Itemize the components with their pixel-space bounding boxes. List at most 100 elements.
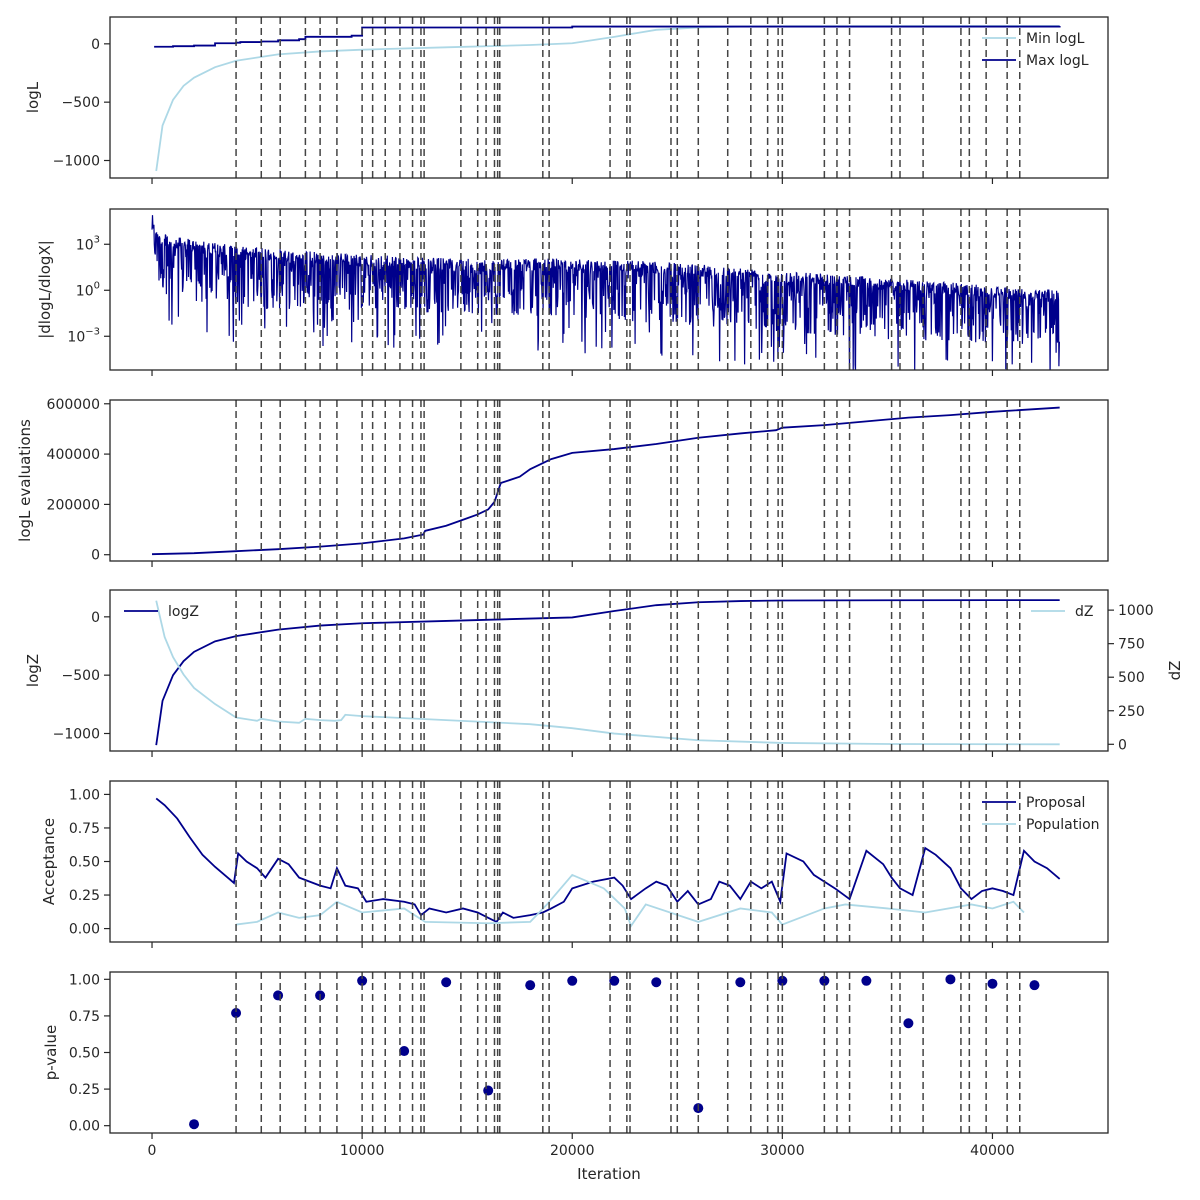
plot-area bbox=[151, 400, 1060, 561]
y-axis-label: logL evaluations bbox=[16, 419, 34, 542]
y-tick-label-right: 750 bbox=[1118, 637, 1145, 653]
legend: Min logL Max logL bbox=[982, 31, 1089, 69]
x-tick-label: 10000 bbox=[340, 1143, 385, 1159]
y-tick-label-right: 500 bbox=[1118, 670, 1145, 686]
y-axis-label: logL bbox=[24, 81, 42, 113]
y-tick-label: 0 bbox=[91, 548, 100, 564]
tick-exponent: 0 bbox=[94, 280, 100, 291]
y-tick-label: 1.00 bbox=[69, 972, 100, 988]
tick-base: 10 bbox=[67, 329, 85, 345]
y-tick-label: 0.75 bbox=[69, 1009, 100, 1025]
y-axis-label: logZ bbox=[24, 654, 42, 687]
series-line bbox=[151, 406, 1060, 556]
series-line bbox=[235, 873, 1025, 928]
series-line bbox=[155, 797, 1061, 924]
data-point bbox=[945, 974, 956, 985]
x-tick-label: 40000 bbox=[970, 1143, 1015, 1159]
y-tick-label: 0 bbox=[91, 37, 100, 53]
y-tick-label: −1000 bbox=[53, 154, 100, 170]
y-tick-label-right: 250 bbox=[1118, 704, 1145, 720]
data-point bbox=[525, 980, 536, 991]
y-tick-label: 0.00 bbox=[69, 1119, 100, 1135]
y-tick-label: 1.00 bbox=[69, 787, 100, 803]
tick-exponent: −3 bbox=[85, 326, 100, 337]
x-tick-label: 0 bbox=[148, 1143, 157, 1159]
tick-base: 10 bbox=[76, 237, 94, 253]
plot-area bbox=[189, 972, 1040, 1133]
x-axis-label: Iteration bbox=[577, 1165, 641, 1183]
series-line bbox=[155, 25, 1060, 172]
series-line bbox=[155, 600, 1060, 746]
x-tick-label: 20000 bbox=[550, 1143, 595, 1159]
data-point bbox=[777, 975, 788, 986]
y-tick-label: 100 bbox=[76, 280, 100, 299]
y-tick-label: 0.00 bbox=[69, 922, 100, 938]
data-point bbox=[357, 975, 368, 986]
axes-frame bbox=[109, 971, 1109, 1134]
data-point bbox=[189, 1119, 200, 1130]
panel-logL: 0 −500 −1000 logL Min logL Max logL bbox=[24, 16, 1109, 184]
y-tick-label: 0.50 bbox=[69, 1046, 100, 1062]
data-point bbox=[231, 1007, 242, 1018]
y-tick-label: −500 bbox=[62, 95, 100, 111]
plot-area bbox=[151, 209, 1060, 370]
axes-frame bbox=[109, 208, 1109, 371]
y-tick-label: −500 bbox=[62, 668, 100, 684]
plot-area bbox=[155, 590, 1060, 751]
panel-logZ: 0 −500 −1000 1000 750 500 250 0 logZ dZ logZ dZ bbox=[24, 589, 1184, 757]
data-point bbox=[441, 977, 452, 988]
y-tick-label-right: 1000 bbox=[1118, 603, 1154, 619]
legend-entry: Population bbox=[1026, 817, 1100, 833]
y-tick-label: 0.25 bbox=[69, 1082, 100, 1098]
data-point bbox=[987, 978, 998, 989]
plot-area bbox=[155, 781, 1061, 942]
y-tick-label: 600000 bbox=[47, 397, 100, 413]
axes-frame bbox=[109, 16, 1109, 179]
data-point bbox=[567, 975, 578, 986]
axes-frame bbox=[109, 780, 1109, 943]
y-axis-label: Acceptance bbox=[40, 818, 58, 905]
x-tick-label: 30000 bbox=[760, 1143, 805, 1159]
legend: dZ bbox=[1031, 604, 1093, 620]
panel-evaluations: 600000 400000 200000 0 logL evaluations bbox=[16, 397, 1109, 567]
panel-p-value: 0 10000 20000 30000 40000 1.00 0.75 0.50 0.25 0.0… bbox=[42, 971, 1109, 1159]
data-point bbox=[903, 1018, 914, 1029]
y-axis-label: p-value bbox=[42, 1025, 60, 1081]
data-point bbox=[273, 990, 284, 1001]
data-point bbox=[861, 975, 872, 986]
tick-base: 10 bbox=[76, 283, 94, 299]
legend-entry: dZ bbox=[1075, 604, 1093, 620]
data-point bbox=[1029, 980, 1040, 991]
data-point bbox=[399, 1046, 410, 1057]
y-tick-label: −1000 bbox=[53, 727, 100, 743]
y-tick-label: 200000 bbox=[47, 497, 100, 513]
legend-entry: Proposal bbox=[1026, 795, 1085, 811]
y-tick-label: 103 bbox=[76, 234, 100, 253]
axes-frame bbox=[109, 399, 1109, 562]
data-point bbox=[609, 975, 620, 986]
data-point bbox=[651, 977, 662, 988]
y-tick-label-right: 0 bbox=[1118, 737, 1127, 753]
series-line bbox=[155, 599, 1060, 746]
y-tick-label: 0.75 bbox=[69, 821, 100, 837]
plot-area bbox=[154, 17, 1061, 178]
y-tick-label: 10−3 bbox=[67, 326, 100, 345]
legend-entry: Min logL bbox=[1026, 31, 1085, 47]
axes-frame bbox=[109, 589, 1109, 752]
y-tick-label: 0.50 bbox=[69, 855, 100, 871]
legend-entry: Max logL bbox=[1026, 53, 1089, 69]
panel-acceptance: 1.00 0.75 0.50 0.25 0.00 Acceptance Proposal Po… bbox=[40, 780, 1109, 948]
y-tick-label: 0.25 bbox=[69, 888, 100, 904]
legend: logZ bbox=[124, 604, 199, 620]
series-line bbox=[151, 215, 1060, 370]
legend: Proposal Population bbox=[982, 795, 1100, 833]
tick-exponent: 3 bbox=[94, 234, 100, 245]
y-axis-label-right: dZ bbox=[1166, 661, 1184, 681]
data-point bbox=[819, 975, 830, 986]
legend-entry: logZ bbox=[168, 604, 199, 620]
y-tick-label: 400000 bbox=[47, 447, 100, 463]
data-point bbox=[483, 1085, 494, 1096]
data-point bbox=[735, 977, 746, 988]
